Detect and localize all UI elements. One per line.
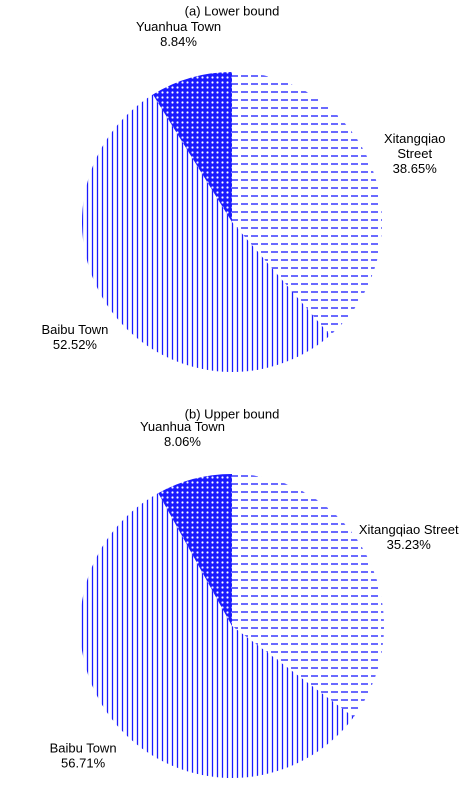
category-label: Baibu Town (41, 322, 108, 337)
category-label-line: Street (397, 146, 432, 161)
pie-slice (158, 474, 232, 626)
value-label: 8.06% (164, 434, 201, 449)
pie-slice (79, 493, 354, 778)
category-label-line: Xitangqiao (384, 131, 445, 146)
value-label: 35.23% (387, 537, 432, 552)
pie-slice (152, 72, 232, 222)
category-label: Baibu Town (50, 740, 117, 755)
chart-title: (b) Upper bound (185, 406, 280, 421)
pie-slice (232, 72, 383, 336)
pie-slice (232, 474, 384, 718)
slice-label: Baibu Town 52.52% (41, 322, 108, 352)
slice-label: Baibu Town 56.71% (50, 740, 117, 770)
slice-label: Yuanhua Town 8.06% (140, 419, 225, 449)
category-label: Xitangqiao Street (359, 522, 459, 537)
slice-label: Xitangqiao Street 38.65% (384, 131, 445, 176)
value-label: 52.52% (53, 337, 98, 352)
slice-label: Xitangqiao Street 35.23% (359, 522, 459, 552)
category-label: Yuanhua Town (140, 419, 225, 434)
chart-title: (a) Lower bound (185, 3, 280, 18)
value-label: 38.65% (393, 161, 438, 176)
category-label: Yuanhua Town (136, 19, 221, 34)
category-label: Xitangqiao Street (384, 131, 445, 161)
value-label: 8.84% (160, 34, 197, 49)
pie-slice (82, 94, 331, 372)
slice-label: Yuanhua Town 8.84% (136, 19, 221, 49)
value-label: 56.71% (61, 755, 106, 770)
